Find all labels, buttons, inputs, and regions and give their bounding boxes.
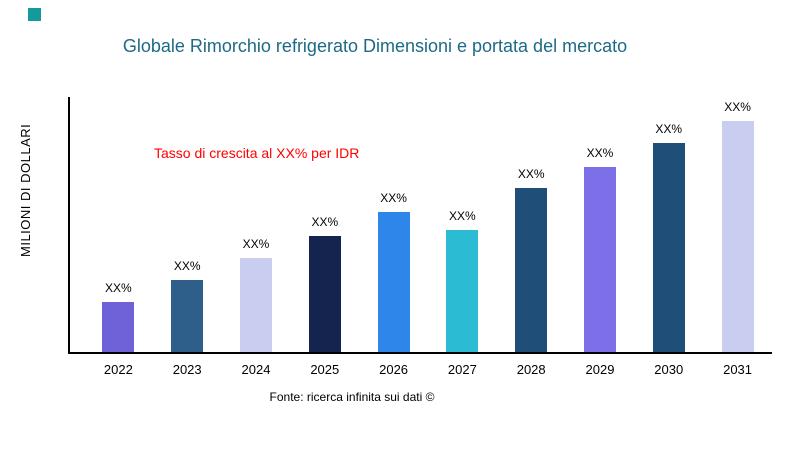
x-tick-label: 2029 [585, 362, 615, 377]
growth-annotation: Tasso di crescita al XX% per IDR [154, 145, 360, 161]
bar-group: XX% 2029 [566, 97, 635, 377]
bar-group: XX% 2028 [497, 97, 566, 377]
plot-area: Tasso di crescita al XX% per IDR XX% 2022… [68, 97, 772, 377]
x-tick-label: 2028 [516, 362, 546, 377]
bar-value-label: XX% [517, 167, 545, 181]
bar [583, 167, 616, 352]
x-tick-label: 2023 [172, 362, 202, 377]
bar [652, 143, 685, 352]
bar-value-label: XX% [105, 281, 132, 295]
bar [377, 212, 410, 352]
x-tick-label: 2026 [379, 362, 409, 377]
x-tick-label: 2030 [654, 362, 684, 377]
bar-group: XX% 2025 [290, 97, 359, 377]
bar [515, 188, 548, 352]
bar-value-label: XX% [173, 259, 201, 273]
brand-square-icon [28, 8, 41, 21]
bar [171, 280, 204, 352]
bar-value-label: XX% [655, 122, 683, 136]
bar-value-label: XX% [586, 146, 614, 160]
bar-value-label: XX% [724, 100, 751, 114]
x-tick-label: 2022 [103, 362, 133, 377]
bar-value-label: XX% [311, 215, 339, 229]
x-tick-label: 2027 [447, 362, 477, 377]
x-tick-label: 2025 [310, 362, 340, 377]
bar-value-label: XX% [380, 191, 407, 205]
bar-group: XX% 2030 [634, 97, 703, 377]
y-axis-label: MILIONI DI DOLLARI [18, 123, 33, 257]
bar-group: XX% 2024 [222, 97, 291, 377]
bar-group: XX% 2022 [84, 97, 153, 377]
bar [102, 302, 135, 352]
bar-group: XX% 2027 [428, 97, 497, 377]
bar-value-label: XX% [449, 209, 476, 223]
x-tick-label: 2024 [241, 362, 271, 377]
bar [239, 258, 272, 352]
chart-title: Globale Rimorchio refrigerato Dimensioni… [122, 36, 628, 56]
bar-value-label: XX% [242, 237, 270, 251]
source-note: Fonte: ricerca infinita sui dati © [269, 390, 435, 404]
bar-group: XX% 2031 [703, 97, 772, 377]
bar [446, 230, 479, 352]
bar-group: XX% 2023 [153, 97, 222, 377]
bar-group: XX% 2026 [359, 97, 428, 377]
bar [308, 236, 341, 352]
bar [721, 121, 754, 352]
x-tick-label: 2031 [723, 362, 753, 377]
bars-container: XX% 2022 XX% 2023 XX% 2024 XX% 2025 XX% 2026 XX% 20… [70, 97, 772, 377]
